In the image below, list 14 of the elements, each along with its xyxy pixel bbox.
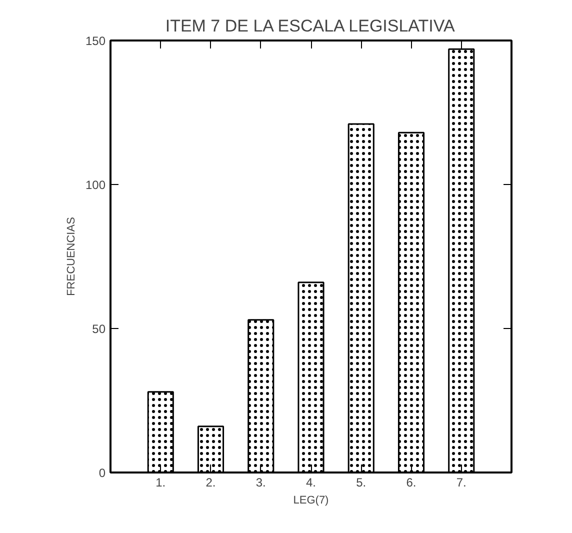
y-axis-title: FRECUENCIAS [65,217,78,296]
x-tick-label: 3. [256,476,266,490]
y-tick-label: 0 [98,466,106,480]
x-tick-label: 7. [456,476,466,490]
y-tick-label: 50 [92,322,106,336]
x-tick-label: 2. [206,476,216,490]
y-tick-label: 100 [85,178,106,192]
x-axis-title: LEG(7) [293,494,329,506]
x-tick-label: 5. [356,476,366,490]
chart-title: ITEM 7 DE LA ESCALA LEGISLATIVA [165,16,456,36]
x-tick-label: 4. [306,476,316,490]
x-tick-label: 1. [156,476,166,490]
x-tick-label: 6. [406,476,416,490]
y-tick-label: 150 [85,34,106,48]
